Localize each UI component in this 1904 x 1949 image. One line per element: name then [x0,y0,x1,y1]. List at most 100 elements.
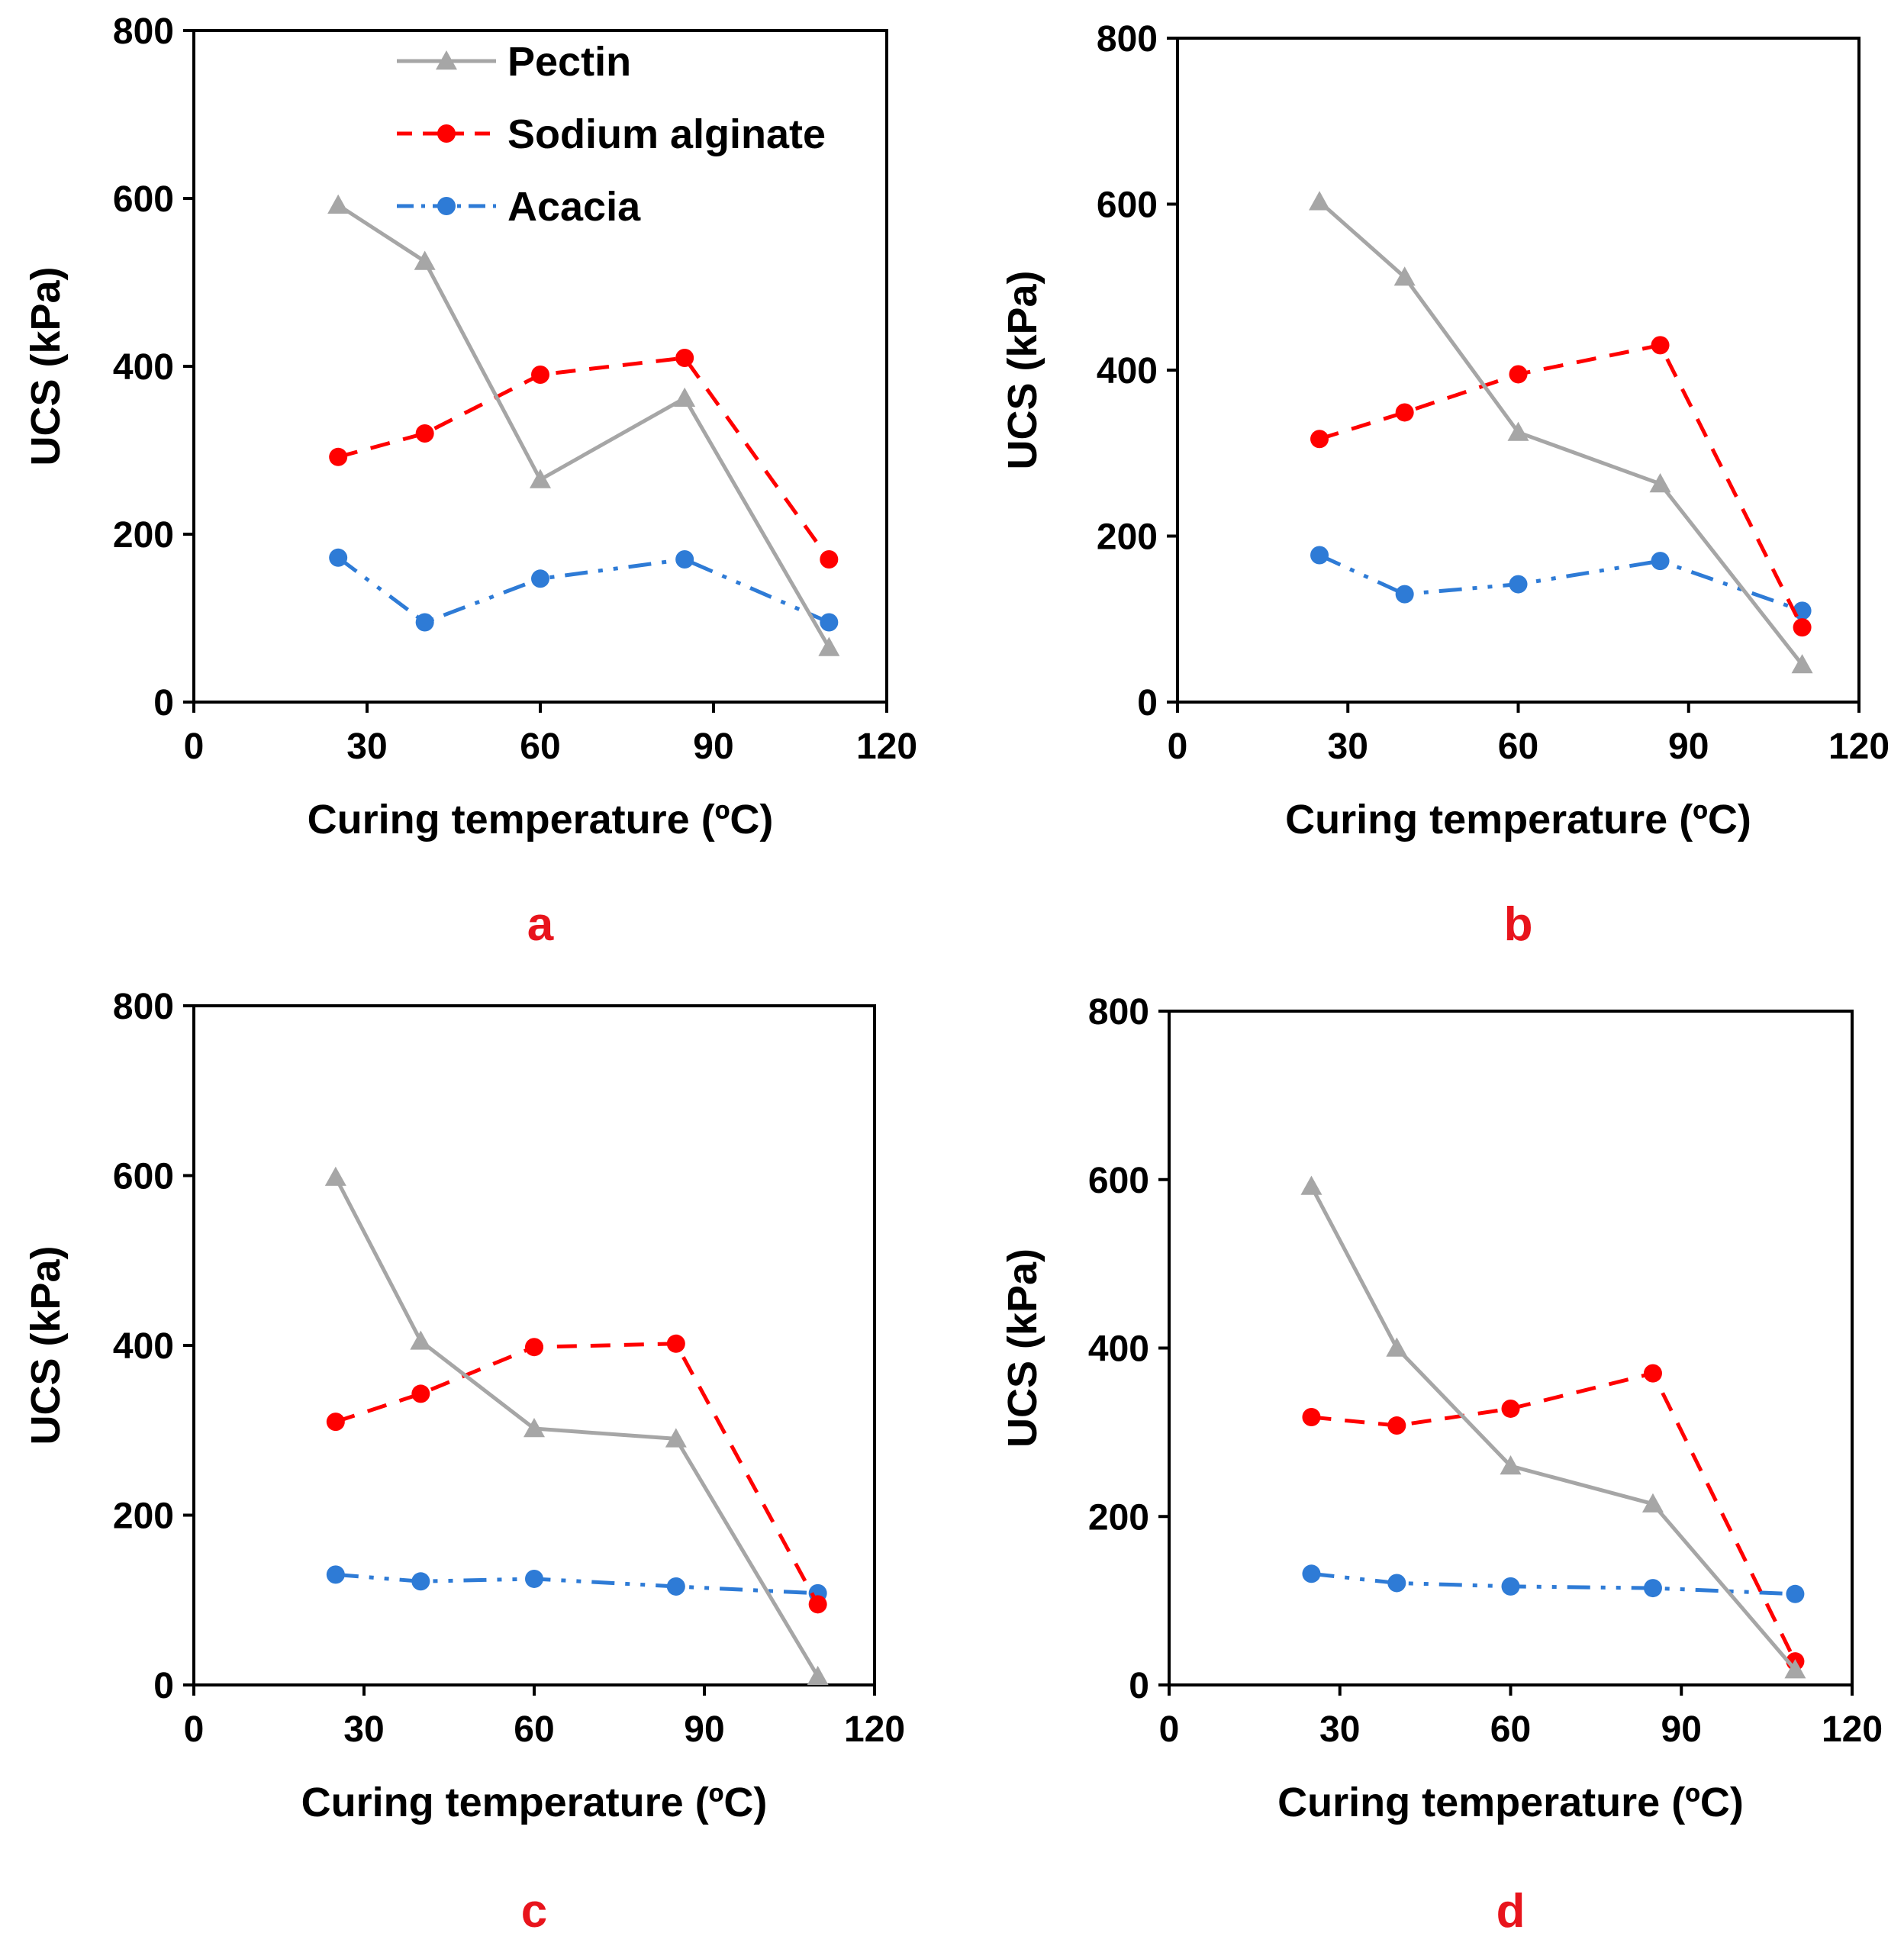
data-point [675,349,694,367]
x-tick-label: 30 [346,726,387,767]
y-tick-label: 800 [113,987,174,1027]
series-pectin [327,194,840,656]
series-line-acacia [337,556,830,624]
y-axis-title: UCS (kPa) [23,266,69,466]
x-tick-label: 90 [693,726,733,767]
data-point [1507,421,1529,441]
series-line-acacia [335,1572,818,1596]
y-tick-label: 600 [1088,1161,1149,1201]
x-tick-label: 120 [1828,726,1890,767]
x-axis-title: Curing temperature (ºC) [301,1780,768,1825]
data-point [674,387,696,407]
data-point [1509,575,1528,594]
chart-panel-d: 0 200 400 600 800 0 30 60 90 120 Curing temperatur… [1000,992,1883,1938]
data-point [411,1384,430,1403]
y-axis-title: UCS (kPa) [1000,270,1045,469]
x-tick-label: 0 [184,726,205,767]
data-point [1387,1574,1406,1593]
panel-label: d [1496,1885,1525,1938]
x-tick-label: 90 [1668,726,1709,767]
y-tick-label: 0 [153,1666,174,1706]
x-tick-label: 60 [520,726,560,767]
x-tick-label: 0 [184,1709,205,1750]
data-point [1649,472,1671,493]
legend: Pectin Sodium alginate Acacia [397,39,826,230]
y-tick-label: 0 [1129,1666,1149,1706]
panel-label: a [527,898,554,951]
data-point [1302,1564,1321,1583]
data-point [531,366,549,384]
x-axis-title: Curing temperature (ºC) [1285,797,1751,842]
series-acacia [1310,546,1812,620]
data-point [1393,266,1416,286]
data-point [807,1665,829,1686]
data-point [665,1428,687,1448]
chart-panel-a: 0 200 400 600 800 0 30 60 90 120 Curing temperatur… [23,11,917,951]
y-tick-label: 400 [113,347,174,388]
y-axis-title: UCS (kPa) [1000,1248,1045,1448]
y-tick-label: 400 [1097,351,1158,391]
y-tick-label: 0 [1137,683,1158,723]
series-pectin [1300,1175,1806,1679]
data-point [1395,585,1414,604]
x-tick-label: 30 [1328,726,1368,767]
series-pectin [1309,191,1813,674]
series-acacia [1302,1564,1805,1603]
data-point [1310,546,1329,565]
series-line-pectin [1318,200,1804,666]
x-tick-label: 60 [1490,1709,1531,1750]
data-point [326,1565,345,1584]
x-tick-label: 120 [844,1709,905,1750]
chart-panel-b: 0 200 400 600 800 0 30 60 90 120 Curing temperatur… [1000,19,1890,951]
data-point [1300,1175,1322,1195]
y-tick-label: 200 [113,515,174,556]
data-point [666,1577,685,1596]
data-point [1387,1416,1406,1435]
data-point [1500,1455,1522,1475]
data-point [411,1572,430,1591]
data-point [818,636,840,656]
data-point [415,424,434,443]
y-tick-label: 400 [1088,1329,1149,1370]
y-tick-label: 800 [1097,19,1158,60]
series-acacia [329,548,839,632]
series-sodium-alginate [1302,1364,1805,1671]
x-tick-label: 90 [1661,1709,1702,1750]
series-line-pectin [337,203,831,649]
x-tick-label: 30 [1319,1709,1360,1750]
series-sodium-alginate [329,349,839,569]
x-tick-label: 120 [856,726,917,767]
data-point [808,1595,827,1614]
panel-label: b [1504,898,1533,951]
data-point [329,548,348,567]
data-point [1643,1579,1662,1598]
data-point [525,1569,543,1588]
y-tick-label: 600 [113,179,174,220]
x-tick-label: 90 [684,1709,724,1750]
y-tick-label: 200 [113,1496,174,1537]
legend-marker-acacia [437,197,456,215]
series-line-pectin [1310,1185,1797,1671]
y-tick-label: 800 [1088,992,1149,1032]
data-point [1386,1337,1408,1357]
legend-label-acacia: Acacia [507,184,641,230]
legend-marker-pectin [436,50,457,70]
data-point [1651,336,1670,355]
data-point [414,250,436,270]
series-sodium-alginate [1310,336,1812,637]
series-line-sodium-alginate [335,1342,820,1606]
data-point [1643,1364,1662,1383]
data-point [525,1338,543,1357]
y-tick-label: 600 [1097,185,1158,226]
y-tick-label: 600 [113,1157,174,1197]
x-axis-title: Curing temperature (ºC) [1277,1780,1744,1825]
y-tick-label: 400 [113,1326,174,1367]
data-point [1791,654,1813,674]
data-point [820,550,839,569]
series-line-acacia [1319,553,1803,613]
x-tick-label: 60 [514,1709,554,1750]
data-point [666,1334,685,1353]
data-point [1302,1408,1321,1427]
